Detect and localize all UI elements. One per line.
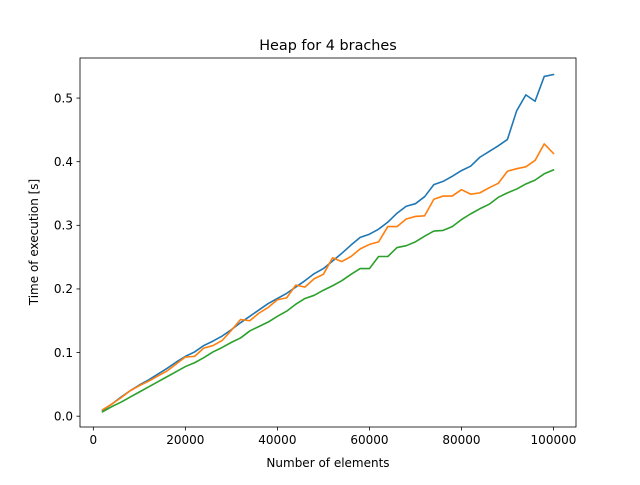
x-axis-label: Number of elements	[266, 456, 389, 470]
series-line-2	[101, 143, 555, 411]
x-tick-label: 100000	[531, 433, 577, 447]
y-tick-label: 0.0	[54, 409, 73, 423]
x-tick-label: 20000	[166, 433, 204, 447]
lines-layer	[101, 73, 555, 413]
series-line-3	[101, 168, 555, 413]
x-tick-label: 40000	[258, 433, 296, 447]
ticks-layer: 0 20000 40000 60000 80000 100000 0.0 0.1 0.2 0.3 0…	[54, 91, 576, 447]
plot-frame	[79, 57, 577, 428]
y-tick-label: 0.4	[54, 155, 73, 169]
y-tick-label: 0.5	[54, 91, 73, 105]
y-tick-label: 0.1	[54, 346, 73, 360]
y-axis-label: Time of execution [s]	[27, 179, 41, 306]
x-tick-label: 60000	[350, 433, 388, 447]
y-tick-label: 0.3	[54, 219, 73, 233]
x-tick-label: 0	[90, 433, 98, 447]
x-tick-label: 80000	[442, 433, 480, 447]
y-tick-label: 0.2	[54, 282, 73, 296]
chart-title: Heap for 4 braches	[259, 38, 397, 54]
